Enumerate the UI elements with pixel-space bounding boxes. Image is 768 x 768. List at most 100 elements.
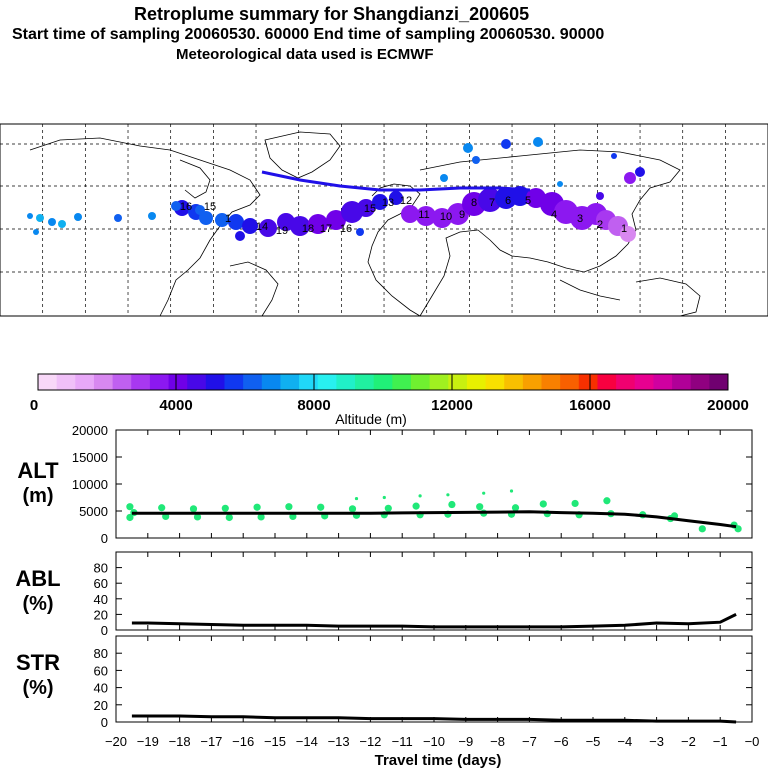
retroplume-day-label: 2	[597, 219, 603, 231]
retroplume-day-label: 12	[400, 195, 412, 207]
retroplume-dot	[27, 213, 33, 219]
retroplume-day-label: 11	[418, 209, 429, 221]
y-axis-label: ALT	[17, 458, 59, 483]
x-tick-label: −12	[359, 734, 381, 749]
retroplume-day-label: 15	[364, 203, 376, 215]
retroplume-dot	[171, 201, 181, 211]
colorbar-cell	[355, 374, 375, 390]
colorbar-cell	[56, 374, 76, 390]
altitude-point	[509, 489, 514, 493]
colorbar-cell	[616, 374, 636, 390]
colorbar-cell	[224, 374, 244, 390]
colorbar-cell	[466, 374, 486, 390]
y-tick-label: 0	[101, 531, 108, 546]
sampling-subtitle: Start time of sampling 20060530. 60000 E…	[12, 26, 605, 43]
retroplume-dot	[215, 213, 229, 227]
retroplume-dot	[372, 194, 388, 210]
altitude-point	[317, 503, 325, 511]
retroplume-day-label: 6	[505, 195, 511, 207]
altitude-point	[446, 493, 450, 497]
panel-frame	[115, 429, 753, 539]
y-tick-label: 15000	[72, 450, 108, 465]
x-tick-label: −14	[296, 734, 318, 749]
colorbar-cell	[317, 374, 337, 390]
colorbar-cell	[560, 374, 580, 390]
colorbar-cell	[168, 374, 188, 390]
colorbar-cell	[597, 374, 617, 390]
y-axis-label: (m)	[22, 485, 53, 507]
colorbar-tick-label: 4000	[159, 397, 192, 414]
retroplume-dot	[290, 216, 310, 236]
colorbar-tick-label: 0	[30, 397, 38, 414]
altitude-point	[193, 513, 202, 521]
retroplume-jet-trace	[261, 170, 531, 192]
retroplume-dot	[58, 220, 66, 228]
y-tick-label: 10000	[72, 477, 108, 492]
altitude-point	[126, 503, 134, 511]
retroplume-day-label: 8	[471, 197, 477, 209]
altitude-point	[603, 497, 611, 505]
colorbar-cell	[522, 374, 542, 390]
y-tick-label: 20	[94, 698, 108, 713]
retroplume-dot	[33, 229, 39, 235]
retroplume-day-labels: 16 15 1 14 19 18 17 16 15 13 12 11 10 98 7 6 5 4 3 2 1	[180, 195, 627, 237]
retroplume-day-label: 10	[440, 211, 452, 223]
retroplume-dot	[326, 210, 346, 230]
map-coastlines	[29, 131, 701, 317]
retroplume-dot	[389, 191, 403, 205]
altitude-point	[382, 495, 386, 500]
x-tick-label: −6	[554, 734, 569, 749]
retroplume-dot	[259, 219, 277, 237]
y-tick-label: 80	[94, 561, 108, 576]
colorbar-cell	[93, 374, 113, 390]
colorbar-cell	[299, 374, 319, 390]
retroplume-day-label: 1	[225, 213, 231, 225]
altitude-point	[189, 505, 198, 513]
map-panel: 16 15 1 14 19 18 17 16 15 13 12 11 10 98 7 6 5 4 3 2 1	[0, 123, 768, 317]
colorbar-cells	[38, 374, 729, 390]
x-tick-label: −11	[392, 734, 413, 749]
map-graticule	[0, 124, 768, 316]
altitude-point	[448, 500, 456, 509]
altitude-point	[571, 499, 579, 508]
colorbar-cell	[280, 374, 300, 390]
retroplume-dot	[357, 199, 375, 217]
colorbar-cell	[75, 374, 95, 390]
retroplume-day-label: 3	[577, 213, 583, 225]
retroplume-dots	[27, 137, 645, 242]
retroplume-dot	[48, 218, 56, 226]
y-tick-label: 60	[94, 576, 108, 591]
colorbar-cell	[392, 374, 412, 390]
x-tick-label: −17	[200, 734, 222, 749]
colorbar-label: Altitude (m)	[335, 411, 407, 427]
y-tick-label: 80	[94, 646, 108, 661]
retroplume-day-label: 17	[320, 223, 332, 235]
x-axis: −20 −19 −18 −17 −16 −15 −14 −13 −12 −11 −10 −9 −8 −7 −…	[105, 734, 759, 749]
time-series-panels: 05000100001500020000ALT(m)020406080ABL(%…	[15, 423, 753, 730]
colorbar-cell	[38, 374, 58, 390]
retroplume-dot	[401, 205, 419, 223]
retroplume-dot	[74, 213, 82, 221]
colorbar-cell	[149, 374, 169, 390]
x-tick-label: −3	[649, 734, 664, 749]
retroplume-dot	[416, 206, 436, 226]
x-tick-label: −9	[458, 734, 473, 749]
coastline-north-america	[29, 137, 261, 317]
x-tick-label: −0	[745, 734, 760, 749]
y-axis-label: (%)	[22, 677, 53, 699]
altitude-point	[539, 500, 547, 508]
colorbar-tick-labels: 0 4000 8000 12000 16000 20000	[30, 374, 749, 414]
x-tick-label: −20	[105, 734, 127, 749]
altitude-point	[418, 494, 422, 498]
y-tick-label: 0	[101, 715, 108, 730]
retroplume-dot	[635, 167, 645, 177]
altitude-point	[253, 503, 261, 511]
colorbar-cell	[410, 374, 431, 390]
y-tick-label: 40	[94, 681, 108, 696]
x-tick-label: −4	[617, 734, 632, 749]
colorbar-cell	[578, 374, 598, 390]
colorbar-cell	[672, 374, 692, 390]
coastline-europe-africa	[367, 183, 421, 317]
altitude-point	[511, 504, 520, 512]
altitude-point	[384, 504, 392, 512]
